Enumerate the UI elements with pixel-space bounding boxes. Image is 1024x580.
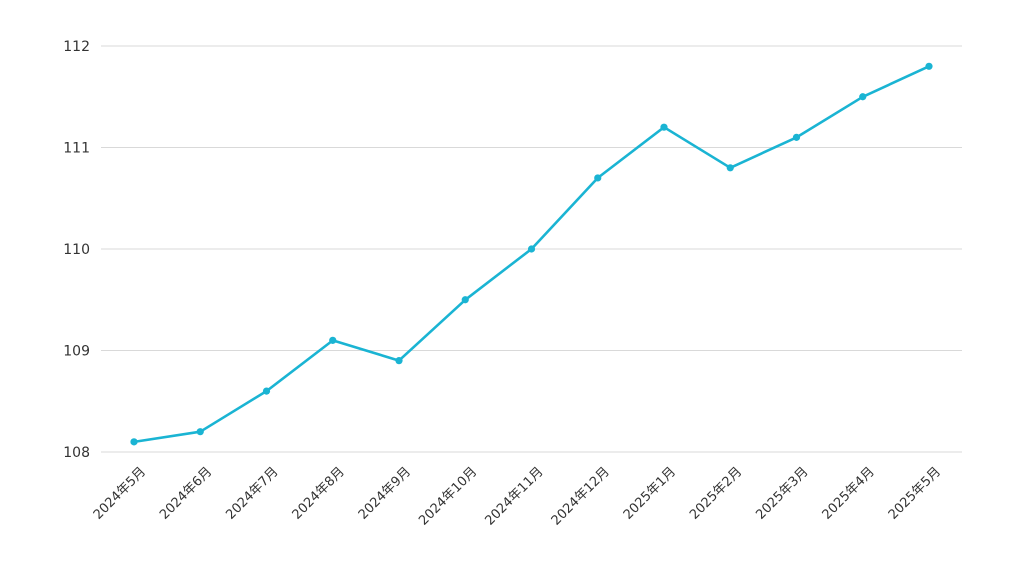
data-point[interactable] — [527, 245, 536, 253]
y-tick-label: 112 — [63, 39, 90, 55]
data-point[interactable] — [660, 123, 668, 131]
x-axis: 2024年5月 2024年6月 2024年7月 2024年8月 2024年9月 2024年… — [91, 464, 944, 528]
y-tick-label: 109 — [63, 344, 90, 360]
x-tick-label: 2024年12月 — [549, 464, 613, 528]
y-tick-label: 108 — [63, 445, 90, 461]
x-tick-label: 2024年11月 — [482, 464, 546, 528]
x-tick-label: 2025年4月 — [820, 464, 878, 522]
data-point[interactable] — [792, 133, 801, 141]
x-tick-label: 2024年7月 — [223, 464, 281, 522]
x-tick-label: 2024年6月 — [157, 464, 215, 522]
data-point[interactable] — [329, 336, 337, 344]
y-axis: 108 109 110 111 112 — [63, 39, 90, 461]
data-point[interactable] — [726, 164, 734, 172]
x-tick-label: 2025年5月 — [886, 464, 944, 522]
data-point[interactable] — [262, 387, 271, 395]
x-tick-label: 2024年10月 — [416, 464, 480, 528]
y-tick-label: 111 — [63, 141, 90, 157]
series-layer — [130, 62, 933, 446]
data-point[interactable] — [594, 174, 602, 182]
data-point[interactable] — [925, 62, 933, 70]
x-tick-label: 2024年8月 — [290, 464, 348, 522]
data-point[interactable] — [395, 357, 403, 365]
data-point[interactable] — [859, 93, 867, 101]
data-point[interactable] — [196, 428, 204, 436]
series-line — [132, 65, 931, 444]
data-point[interactable] — [130, 438, 138, 446]
x-tick-label: 2024年5月 — [91, 464, 149, 522]
x-tick-label: 2025年2月 — [687, 464, 745, 522]
x-tick-label: 2025年1月 — [621, 464, 679, 522]
x-tick-label: 2024年9月 — [356, 464, 414, 522]
data-point[interactable] — [461, 296, 469, 304]
x-tick-label: 2025年3月 — [753, 464, 811, 522]
y-tick-label: 110 — [63, 242, 90, 258]
